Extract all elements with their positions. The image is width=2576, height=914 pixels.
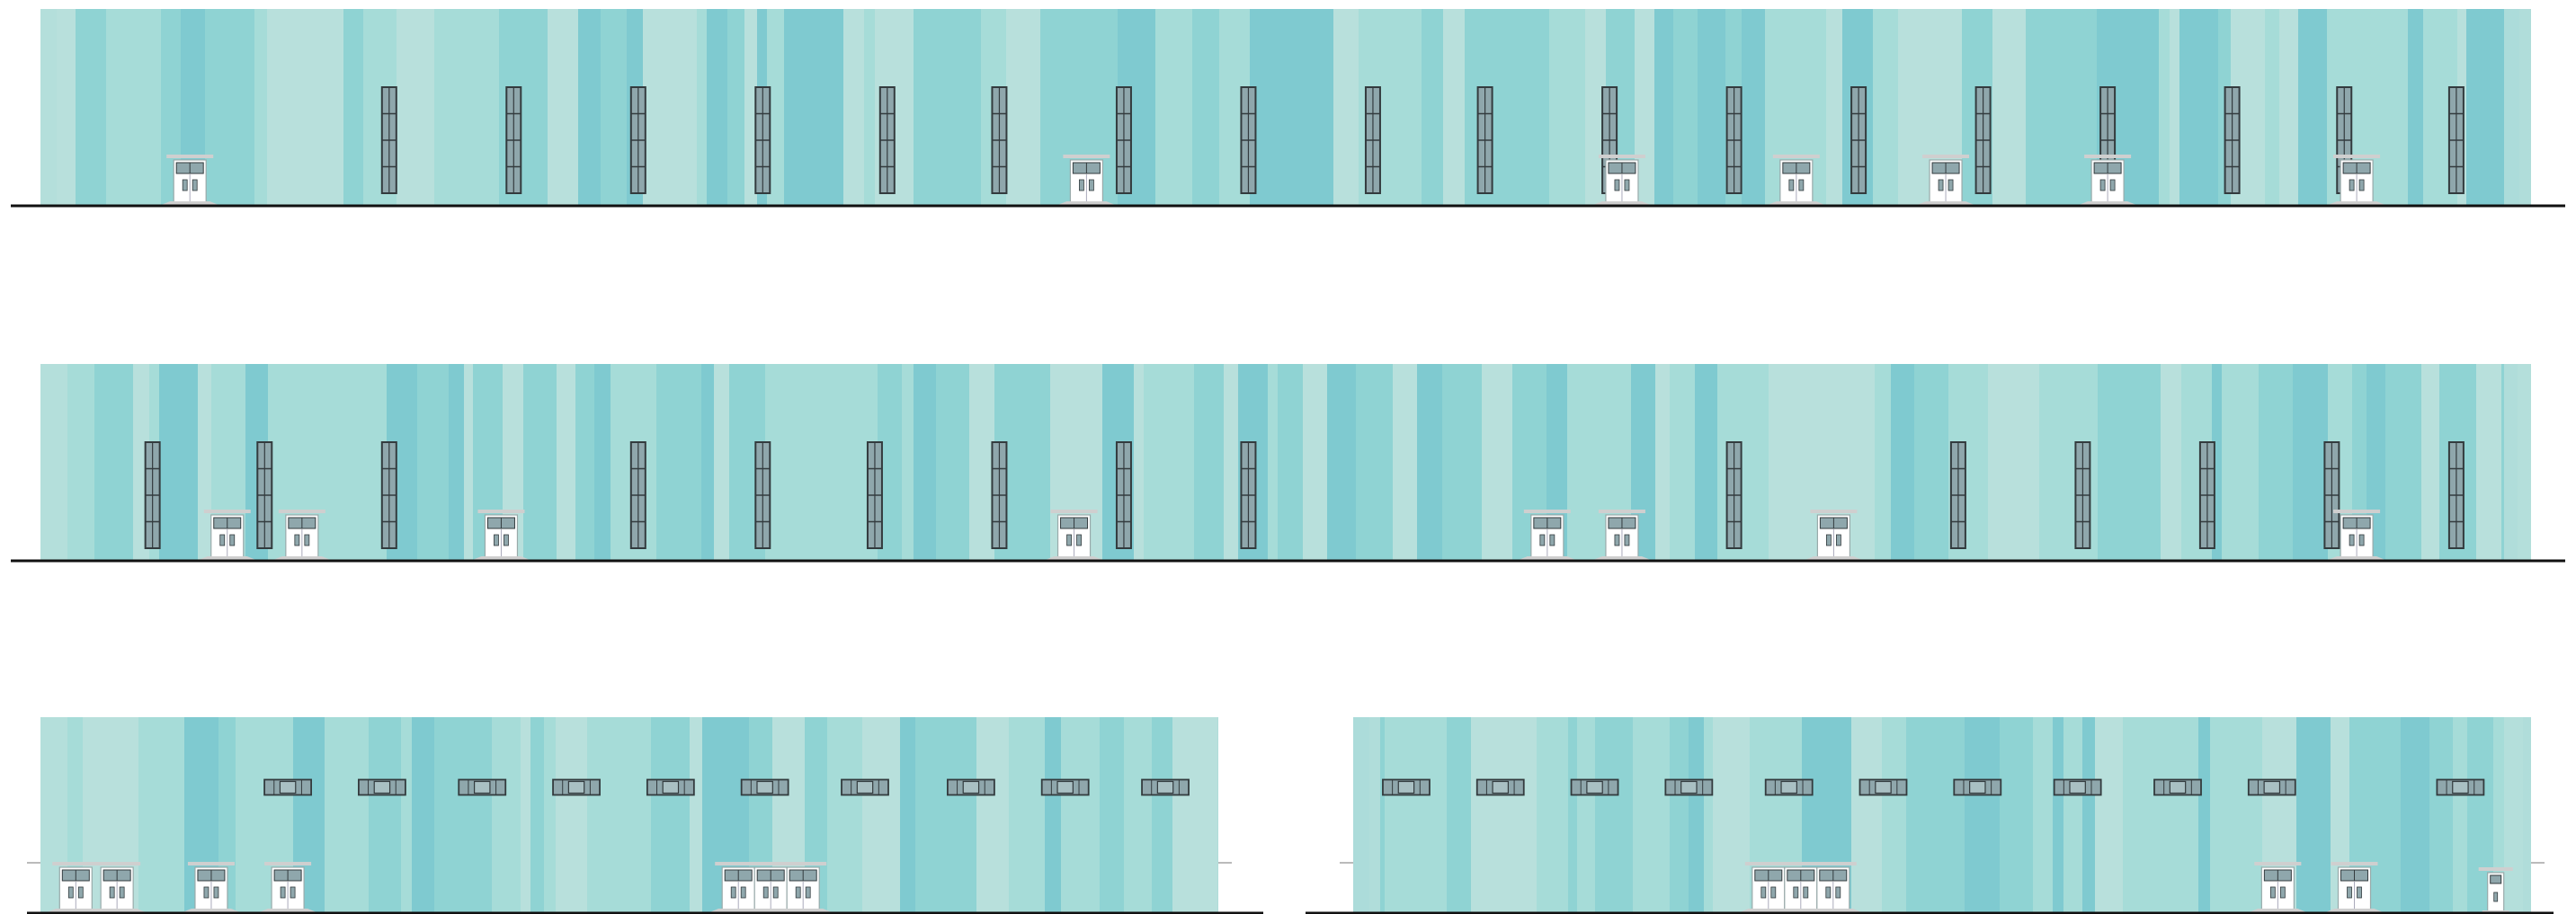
wall-cladding [40, 717, 1218, 912]
wall-cladding [40, 364, 2531, 560]
tall-window [991, 86, 1008, 194]
entrance-door [1917, 155, 1975, 206]
elevation-2 [11, 364, 2565, 563]
entrance-door [1057, 155, 1116, 206]
ribbon-window [2247, 778, 2296, 796]
ribbon-window [2053, 778, 2102, 796]
tall-window [380, 441, 397, 549]
tall-window [991, 441, 1008, 549]
tall-window [754, 86, 771, 194]
entrance-door [2325, 862, 2384, 913]
tall-window [1115, 441, 1132, 549]
ribbon-window [1475, 778, 1525, 796]
tall-window [2074, 441, 2091, 549]
entrance-door [272, 510, 331, 561]
tall-window [1974, 86, 1992, 194]
tall-window [1725, 86, 1743, 194]
tall-window [754, 441, 771, 549]
tall-window [2224, 86, 2241, 194]
ribbon-window [1141, 778, 1190, 796]
tall-window [256, 441, 273, 549]
ribbon-window [841, 778, 889, 796]
ribbon-window [1570, 778, 1619, 796]
entrance-door [182, 862, 240, 913]
ribbon-window [1953, 778, 2002, 796]
wall-cladding [40, 9, 2531, 205]
tall-window [1850, 86, 1867, 194]
ribbon-window [458, 778, 507, 796]
entrance-door [1518, 510, 1576, 561]
elevation-4 [1306, 717, 2554, 914]
entrance-door [2079, 155, 2137, 206]
ribbon-window [552, 778, 601, 796]
tall-window [380, 86, 397, 194]
ribbon-window [947, 778, 995, 796]
entrance-door [47, 862, 105, 913]
tall-window [866, 441, 883, 549]
ribbon-window [1858, 778, 1908, 796]
entrance-door [1045, 510, 1103, 561]
ribbon-window [740, 778, 789, 796]
ribbon-window [263, 778, 313, 796]
entrance-door [2328, 510, 2386, 561]
tall-window [2323, 441, 2340, 549]
entrance-door [88, 862, 147, 913]
ribbon-window [1664, 778, 1714, 796]
elevation-1 [11, 9, 2565, 208]
ribbon-window [1764, 778, 1814, 796]
entrance-door [2328, 155, 2386, 206]
tall-window [1476, 86, 1493, 194]
ribbon-window [2436, 778, 2485, 796]
tall-window [1725, 441, 1743, 549]
entrance-door [709, 862, 833, 913]
entrance-door [1767, 155, 1825, 206]
tall-window [1364, 86, 1381, 194]
tall-window [629, 86, 646, 194]
ribbon-window [2153, 778, 2202, 796]
tall-window [629, 441, 646, 549]
tall-window [2447, 441, 2465, 549]
tall-window [878, 86, 896, 194]
ribbon-window [1040, 778, 1090, 796]
entrance-door [2249, 862, 2307, 913]
elevation-3 [27, 717, 1263, 914]
ribbon-window [357, 778, 406, 796]
entrance-door [1739, 862, 1862, 913]
entrance-door [472, 510, 530, 561]
tall-window [144, 441, 161, 549]
tall-window [505, 86, 522, 194]
ribbon-window [646, 778, 695, 796]
tall-window [2198, 441, 2215, 549]
entrance-door [1592, 510, 1651, 561]
tall-window [1240, 86, 1257, 194]
ribbon-window [1382, 778, 1431, 796]
tall-window [1115, 86, 1132, 194]
tall-window [1949, 441, 1966, 549]
tall-window [2447, 86, 2465, 194]
tall-window [1240, 441, 1257, 549]
